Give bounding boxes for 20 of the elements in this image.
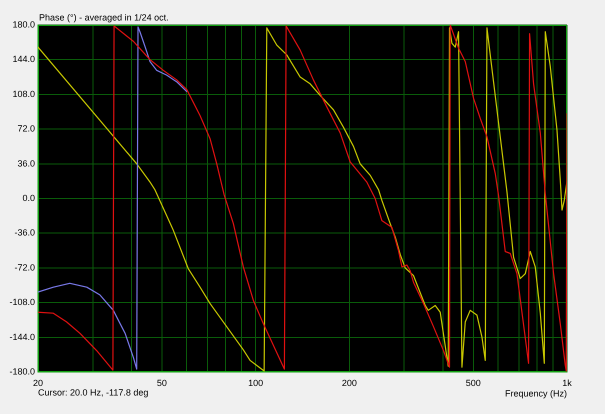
y-tick-label: -36.0	[14, 228, 35, 238]
y-tick-label: 72.0	[17, 124, 35, 134]
y-tick-label: 0.0	[22, 192, 35, 203]
y-tick-label: -180.0	[9, 366, 35, 376]
x-tick-label: 20	[32, 378, 44, 388]
y-tick-label: 144.0	[12, 54, 35, 64]
y-tick-label: -108.0	[9, 297, 35, 308]
y-tick-label: -144.0	[9, 332, 35, 342]
x-tick-label: 100	[248, 378, 264, 388]
x-tick-label: 500	[466, 378, 481, 388]
text: Cursor: 20.0 Hz, -117.8 deg	[38, 387, 148, 398]
chart-title: Phase (°) - averaged in 1/24 oct.	[39, 12, 169, 22]
y-tick-label: 36.0	[17, 158, 35, 168]
y-tick-label: -72.0	[14, 262, 35, 272]
x-tick-label: 200	[342, 378, 357, 388]
y-tick-label: 180.0	[12, 19, 35, 30]
y-tick-label: 108.0	[12, 88, 35, 99]
x-axis-title: Frequency (Hz)	[504, 388, 568, 398]
x-tick-label: 50	[156, 378, 167, 388]
x-tick-label: 1k	[562, 378, 572, 388]
